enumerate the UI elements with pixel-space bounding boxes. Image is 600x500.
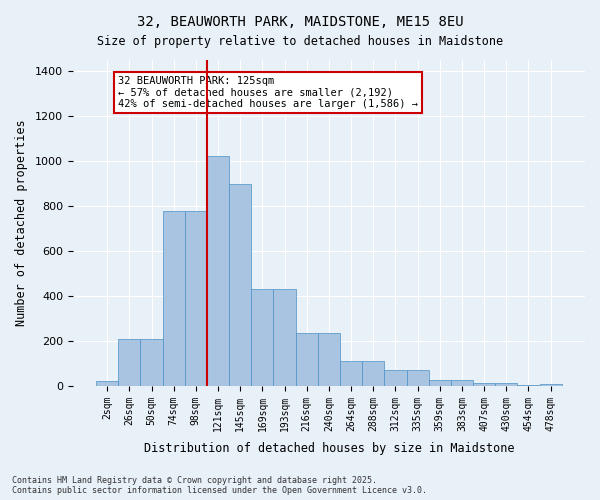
Bar [96,382,118,386]
Text: Size of property relative to detached houses in Maidstone: Size of property relative to detached ho… [97,35,503,48]
Bar [539,384,562,386]
Text: 32, BEAUWORTH PARK, MAIDSTONE, ME15 8EU: 32, BEAUWORTH PARK, MAIDSTONE, ME15 8EU [137,15,463,29]
Bar [473,382,495,386]
Text: Contains HM Land Registry data © Crown copyright and database right 2025.
Contai: Contains HM Land Registry data © Crown c… [12,476,427,495]
Bar [428,380,451,386]
Bar [385,370,407,386]
Bar [274,290,296,386]
Bar [251,290,274,386]
Bar [185,210,207,386]
X-axis label: Distribution of detached houses by size in Maidstone: Distribution of detached houses by size … [143,442,514,455]
Y-axis label: Number of detached properties: Number of detached properties [15,120,28,326]
Bar [207,156,229,386]
Bar [229,184,251,386]
Text: 32 BEAUWORTH PARK: 125sqm
← 57% of detached houses are smaller (2,192)
42% of se: 32 BEAUWORTH PARK: 125sqm ← 57% of detac… [118,76,418,109]
Bar [362,361,385,386]
Bar [140,338,163,386]
Bar [517,385,539,386]
Bar [340,361,362,386]
Bar [318,333,340,386]
Bar [407,370,428,386]
Bar [451,380,473,386]
Bar [296,333,318,386]
Bar [163,210,185,386]
Bar [495,382,517,386]
Bar [118,338,140,386]
